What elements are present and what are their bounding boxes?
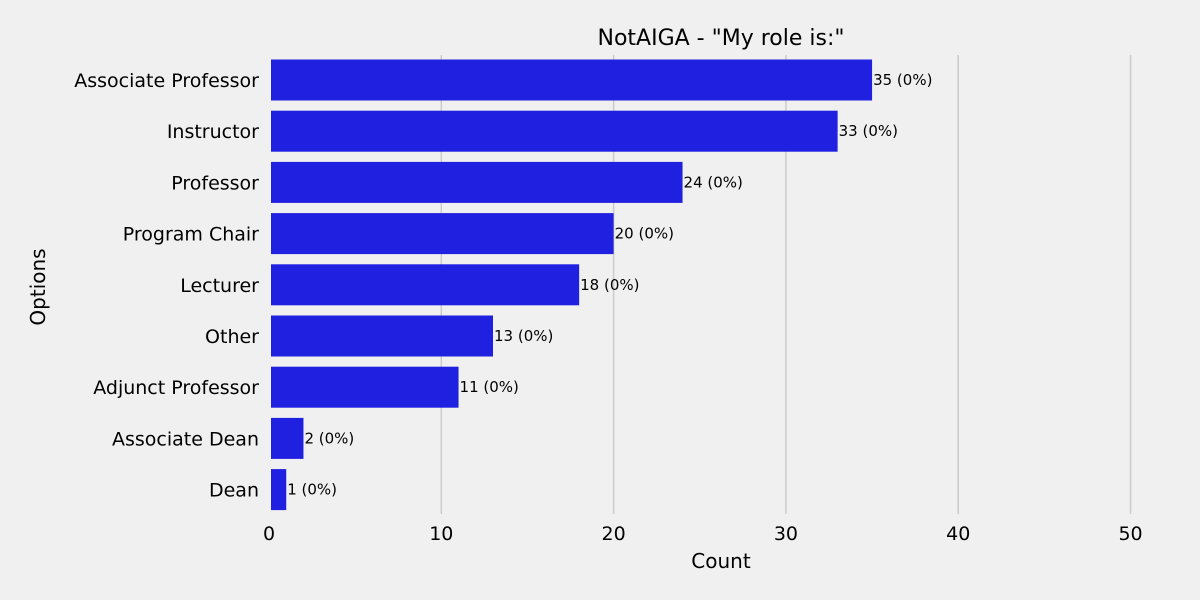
bar: [271, 417, 304, 459]
category-label: Instructor: [167, 121, 259, 143]
bar: [271, 161, 683, 203]
data-labels: 35 (0%) 33 (0%) 24 (0%) 20 (0%) 18 (0%) 13 (0…: [287, 71, 932, 499]
bar: [271, 110, 838, 152]
bar: [271, 469, 287, 511]
category-label: Associate Professor: [74, 70, 259, 92]
bar: [271, 213, 614, 255]
category-label: Adjunct Professor: [93, 377, 259, 399]
x-axis-label: Count: [691, 549, 751, 573]
x-tick-label: 50: [1118, 523, 1142, 545]
data-label: 11 (0%): [460, 378, 519, 396]
data-label: 24 (0%): [684, 173, 743, 191]
category-label: Lecturer: [180, 275, 259, 297]
category-label: Associate Dean: [112, 428, 259, 450]
category-labels: Associate Professor Instructor Professor Pr…: [74, 70, 259, 502]
x-tick-labels: 0 10 20 30 40 50: [263, 523, 1143, 545]
data-label: 13 (0%): [494, 327, 553, 345]
x-tick-label: 20: [602, 523, 626, 545]
bars: [271, 59, 873, 511]
category-label: Program Chair: [123, 224, 259, 246]
bar: [271, 264, 580, 306]
bar: [271, 315, 493, 357]
category-label: Professor: [171, 172, 259, 194]
bar: [271, 59, 873, 101]
x-tick-label: 10: [429, 523, 453, 545]
category-label: Other: [205, 326, 259, 348]
data-label: 20 (0%): [615, 225, 674, 243]
data-label: 18 (0%): [580, 276, 639, 294]
x-tick-label: 30: [774, 523, 798, 545]
y-axis-label: Options: [26, 248, 50, 325]
bar: [271, 366, 459, 408]
data-label: 35 (0%): [873, 71, 932, 89]
data-label: 33 (0%): [839, 122, 898, 140]
chart-title: NotAIGA - "My role is:": [598, 26, 845, 51]
data-label: 2 (0%): [304, 429, 354, 447]
data-label: 1 (0%): [287, 481, 337, 499]
category-label: Dean: [209, 480, 259, 502]
x-tick-label: 0: [263, 523, 275, 545]
x-tick-label: 40: [946, 523, 970, 545]
